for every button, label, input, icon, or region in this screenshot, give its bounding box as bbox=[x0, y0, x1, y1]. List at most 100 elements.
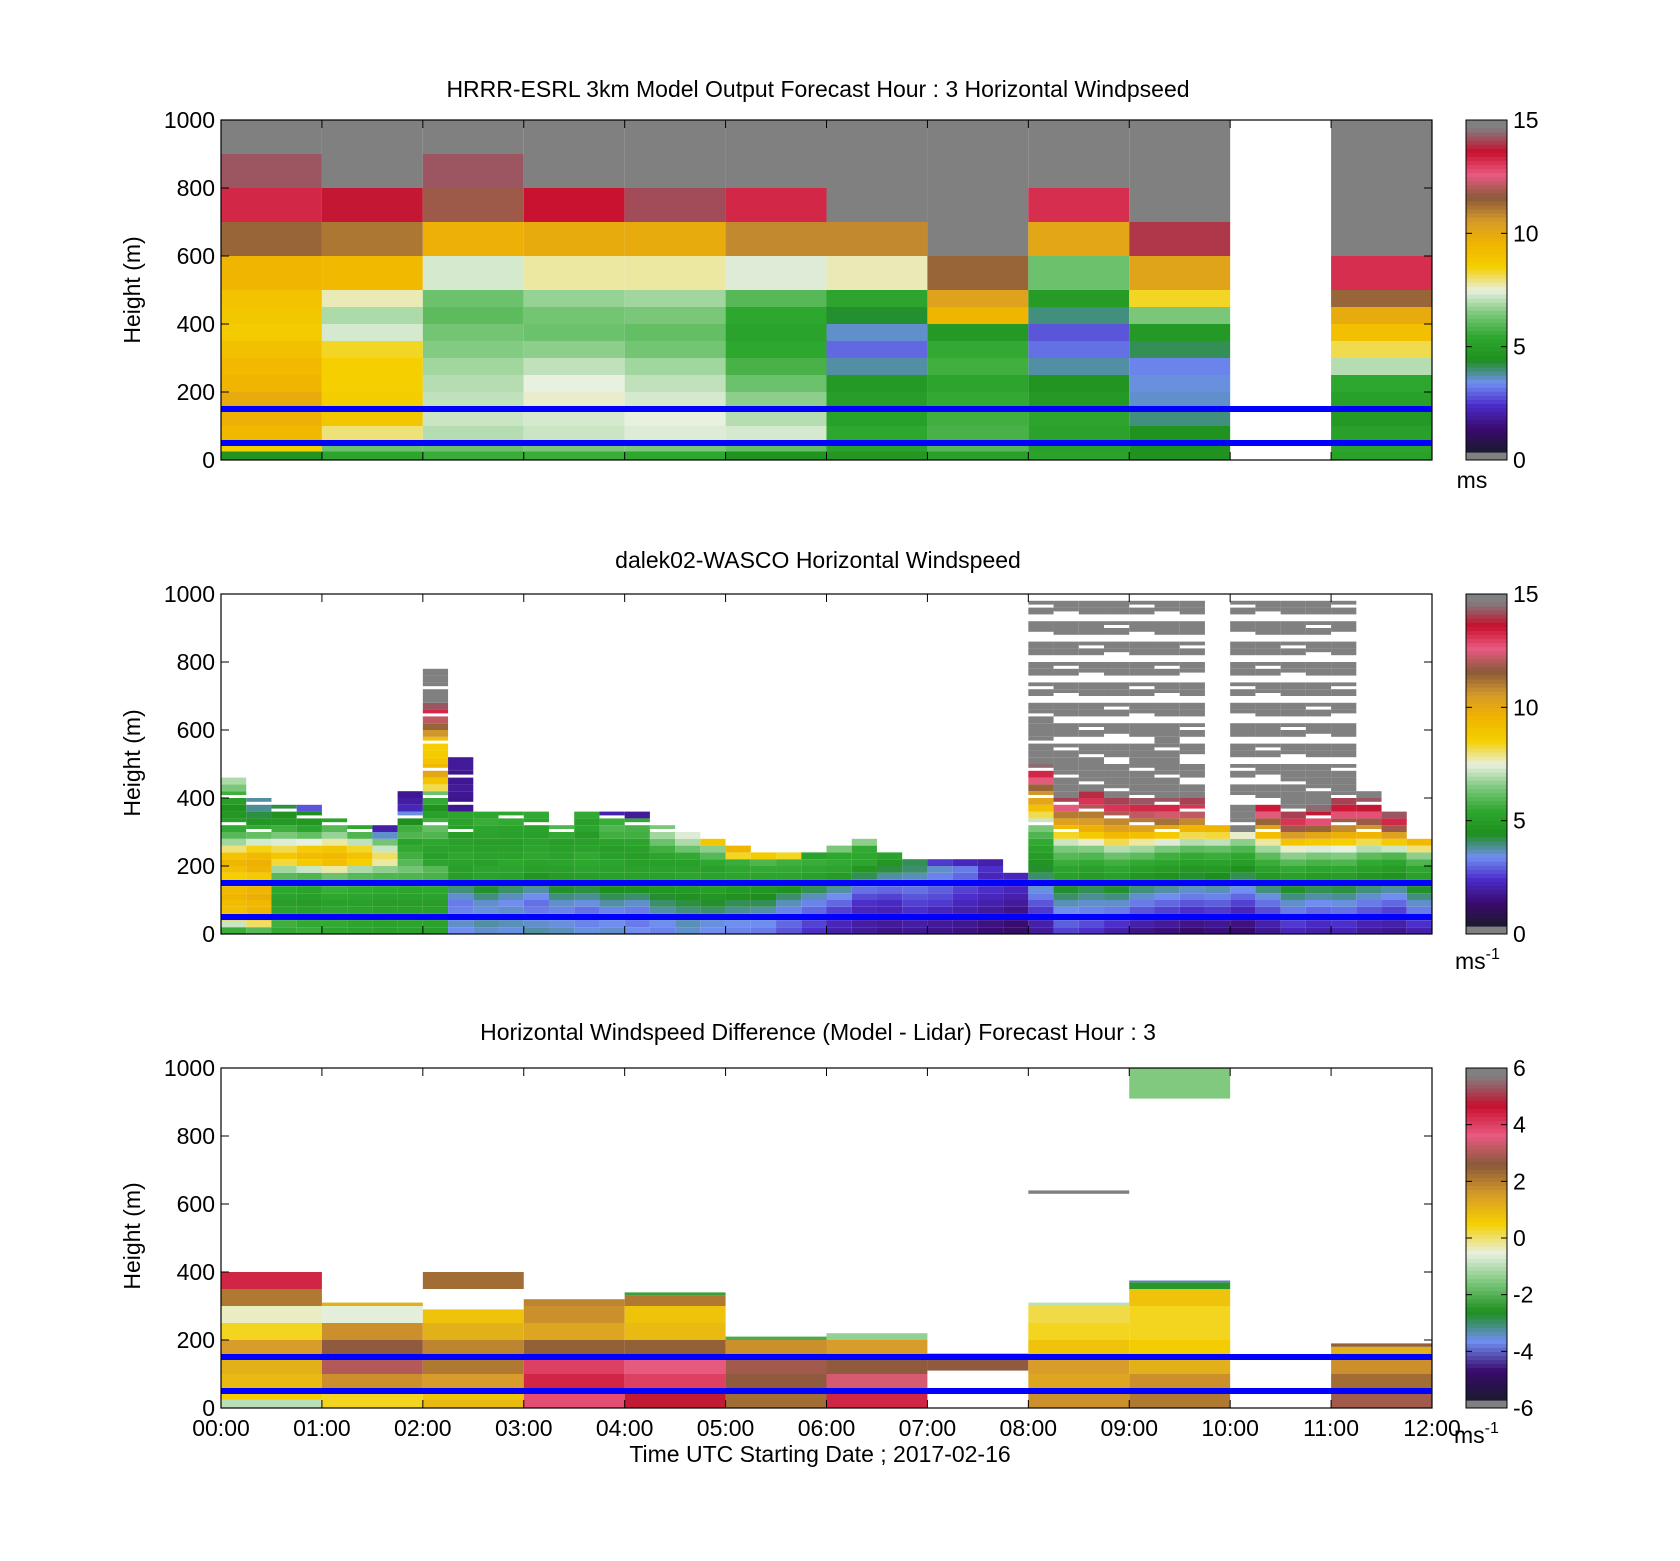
heatmap-cell bbox=[1280, 600, 1306, 608]
heatmap-cell bbox=[1154, 621, 1180, 628]
x-tick-label: 00:00 bbox=[192, 1415, 250, 1441]
heatmap-cell bbox=[1028, 852, 1054, 860]
heatmap-cell bbox=[1331, 702, 1357, 710]
heatmap-cell bbox=[321, 120, 423, 188]
heatmap-cell bbox=[397, 927, 423, 934]
heatmap-cell bbox=[1280, 689, 1306, 696]
heatmap-cell bbox=[952, 859, 978, 866]
heatmap-cell bbox=[221, 859, 247, 866]
heatmap-cell bbox=[321, 290, 423, 307]
heatmap-cell bbox=[498, 886, 524, 894]
heatmap-cell bbox=[1154, 668, 1180, 676]
heatmap-cell bbox=[1129, 1289, 1231, 1306]
heatmap-cell bbox=[851, 893, 877, 900]
colorbar-segment bbox=[1466, 646, 1507, 652]
heatmap-cell bbox=[422, 1399, 524, 1408]
heatmap-cell bbox=[1078, 852, 1105, 860]
heatmap-cell bbox=[221, 1306, 322, 1323]
colorbar-segment bbox=[1466, 1169, 1507, 1174]
heatmap-cell bbox=[1255, 641, 1281, 649]
heatmap-cell bbox=[1305, 906, 1332, 914]
heatmap-cell bbox=[448, 825, 474, 829]
heatmap-cell bbox=[1255, 825, 1281, 829]
heatmap-cell bbox=[649, 900, 676, 907]
heatmap-cell bbox=[397, 838, 423, 846]
heatmap-cell bbox=[725, 307, 827, 324]
heatmap-cell bbox=[321, 256, 423, 290]
heatmap-cell bbox=[321, 392, 423, 409]
heatmap-cell bbox=[422, 743, 449, 751]
heatmap-cell bbox=[1028, 1323, 1130, 1340]
heatmap-cell bbox=[927, 886, 953, 894]
heatmap-cell bbox=[776, 927, 802, 934]
heatmap-cell bbox=[221, 1289, 322, 1306]
heatmap-cell bbox=[523, 811, 549, 819]
heatmap-cell bbox=[1204, 845, 1231, 853]
heatmap-cell bbox=[826, 845, 852, 853]
heatmap-cell bbox=[1129, 852, 1155, 860]
colorbar-segment bbox=[1466, 731, 1507, 737]
heatmap-cell bbox=[1280, 709, 1306, 717]
heatmap-cell bbox=[1255, 607, 1281, 612]
heatmap-cell bbox=[372, 900, 398, 907]
heatmap-cell bbox=[422, 764, 449, 768]
colorbar-segment bbox=[1466, 824, 1507, 830]
heatmap-cell bbox=[1053, 886, 1079, 894]
colorbar-segment bbox=[1466, 1363, 1507, 1369]
heatmap-cell bbox=[801, 859, 827, 866]
heatmap-cell bbox=[1028, 222, 1130, 256]
heatmap-cell bbox=[548, 838, 575, 846]
heatmap-cell bbox=[624, 290, 726, 307]
heatmap-cell bbox=[1028, 443, 1130, 452]
heatmap-cell bbox=[902, 872, 928, 880]
heatmap-cell bbox=[473, 825, 499, 832]
colorbar-segment bbox=[1466, 610, 1507, 615]
colorbar-segment bbox=[1466, 1221, 1507, 1227]
heatmap-cell bbox=[1255, 838, 1281, 846]
colorbar-segment bbox=[1466, 865, 1507, 870]
heatmap-cell bbox=[221, 324, 322, 341]
heatmap-cell bbox=[221, 920, 247, 928]
heatmap-cell bbox=[523, 324, 625, 341]
heatmap-cell bbox=[977, 866, 1004, 873]
panel-model: HRRR-ESRL 3km Model Output Forecast Hour… bbox=[119, 76, 1539, 493]
heatmap-cell bbox=[927, 256, 1029, 290]
heatmap-cell bbox=[826, 1357, 928, 1374]
colorbar-segment bbox=[1466, 1335, 1507, 1340]
heatmap-cell bbox=[473, 852, 499, 860]
heatmap-cell bbox=[1129, 859, 1155, 866]
heatmap-cell bbox=[246, 798, 272, 802]
heatmap-cell bbox=[1129, 920, 1155, 928]
heatmap-cell bbox=[1305, 886, 1332, 894]
heatmap-cell bbox=[1104, 621, 1130, 625]
heatmap-cell bbox=[321, 426, 423, 443]
heatmap-cell bbox=[1028, 607, 1054, 615]
heatmap-cell bbox=[801, 852, 827, 860]
heatmap-cell bbox=[1406, 866, 1432, 873]
heatmap-cell bbox=[1028, 832, 1054, 839]
heatmap-cell bbox=[422, 730, 449, 737]
x-axis-label: Time UTC Starting Date ; 2017-02-16 bbox=[629, 1441, 1010, 1467]
heatmap-cell bbox=[422, 777, 449, 785]
heatmap-cell bbox=[422, 1357, 524, 1374]
heatmap-cell bbox=[246, 900, 272, 907]
heatmap-cell bbox=[1154, 804, 1180, 812]
heatmap-cell bbox=[1255, 852, 1281, 860]
colorbar-segment bbox=[1466, 602, 1507, 607]
heatmap-cell bbox=[1053, 832, 1079, 839]
heatmap-cell bbox=[1305, 852, 1332, 860]
heatmap-cell bbox=[1129, 1306, 1231, 1340]
colorbar-segment bbox=[1466, 1140, 1507, 1146]
colorbar-segment bbox=[1466, 1084, 1507, 1089]
heatmap-cell bbox=[1230, 893, 1256, 900]
heatmap-cell bbox=[1154, 791, 1180, 798]
heatmap-cell bbox=[422, 290, 524, 307]
heatmap-cell bbox=[1028, 838, 1054, 846]
panel-model-ylabel: Height (m) bbox=[119, 236, 145, 343]
heatmap-cell bbox=[1129, 662, 1155, 669]
colorbar-segment bbox=[1466, 759, 1507, 765]
heatmap-cell bbox=[448, 832, 474, 839]
heatmap-cell bbox=[1129, 777, 1155, 785]
heatmap-cell bbox=[321, 451, 423, 460]
heatmap-cell bbox=[1154, 927, 1180, 934]
